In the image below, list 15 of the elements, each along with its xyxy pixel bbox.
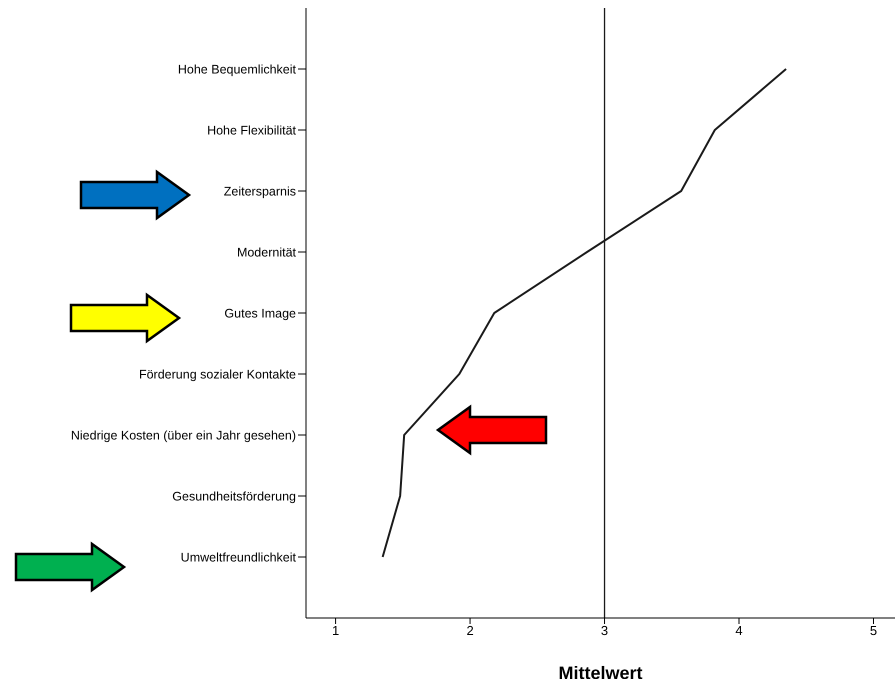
y-tick-label: Niedrige Kosten (über ein Jahr gesehen)	[70, 428, 296, 442]
x-axis-title: Mittelwert	[558, 663, 643, 679]
y-tick-label: Umweltfreundlichkeit	[180, 550, 297, 564]
y-tick-label: Förderung sozialer Kontakte	[138, 367, 296, 382]
x-tick-label: 5	[870, 623, 878, 638]
x-tick-label: 4	[735, 623, 743, 638]
x-tick-label: 1	[332, 623, 340, 638]
y-tick-label: Gesundheitsförderung	[172, 489, 296, 504]
y-tick-label: Zeitersparnis	[224, 184, 296, 198]
x-tick-label: 3	[600, 623, 608, 638]
x-tick-label: 2	[466, 623, 474, 638]
y-tick-label: Hohe Flexibilität	[207, 123, 297, 138]
y-tick-label: Modernität	[236, 245, 297, 260]
y-tick-label: Gutes Image	[224, 306, 296, 320]
y-tick-label: Hohe Bequemlichkeit	[178, 62, 297, 76]
